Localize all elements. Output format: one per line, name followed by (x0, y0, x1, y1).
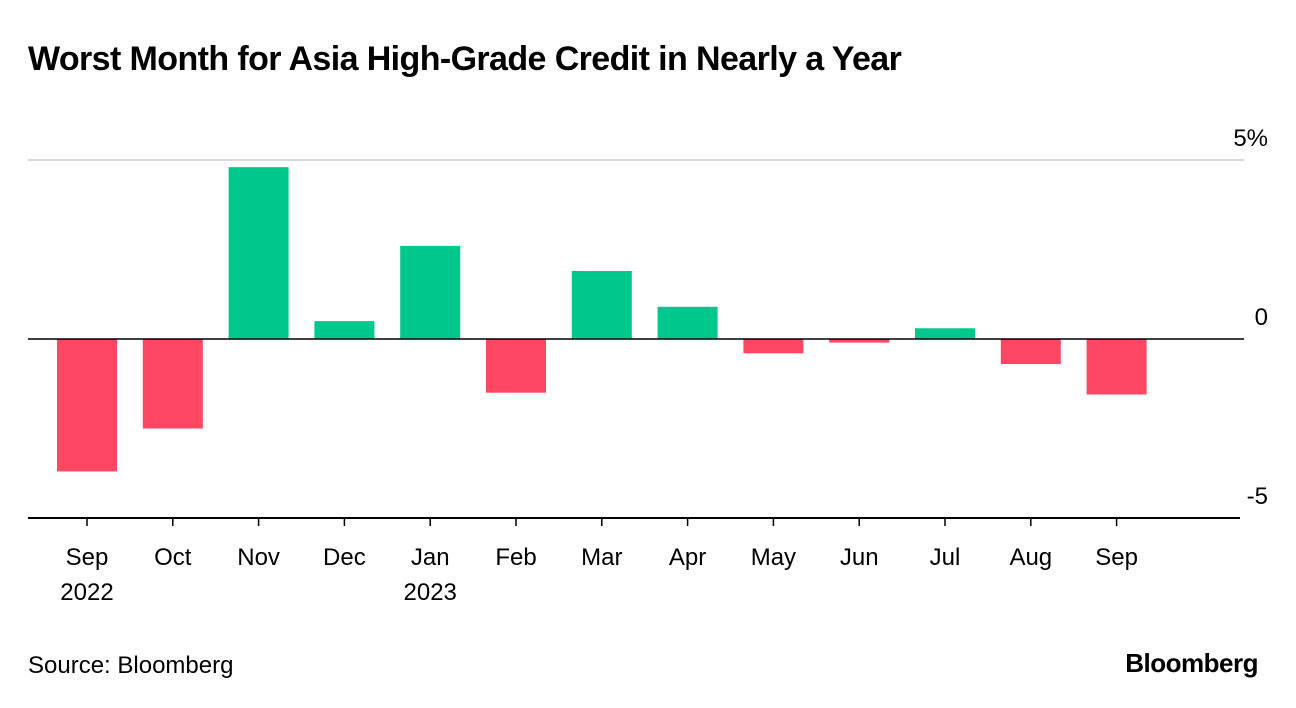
bar (829, 339, 890, 343)
x-tick-label: Oct (154, 544, 192, 571)
source-note: Source: Bloomberg (28, 652, 234, 679)
bar (400, 245, 461, 339)
x-year-label: 2022 (60, 579, 113, 606)
bar (314, 321, 375, 339)
x-tick-label: Jun (840, 544, 879, 571)
bar (743, 339, 804, 354)
x-year-label: 2023 (404, 579, 457, 606)
bloomberg-logo: Bloomberg (1125, 648, 1258, 678)
x-tick-label: Jul (930, 544, 961, 571)
bar (142, 339, 203, 429)
x-tick-label: Feb (495, 544, 536, 571)
bar (57, 339, 117, 472)
y-tick-label: -5 (1247, 483, 1268, 510)
y-tick-label: 0 (1255, 304, 1268, 331)
bar (228, 167, 289, 339)
x-tick-label: Nov (237, 544, 280, 571)
x-tick-label: May (751, 544, 796, 571)
bar (486, 339, 546, 393)
y-tick-label: 5% (1233, 125, 1268, 152)
bar (1000, 339, 1061, 365)
x-tick-label: Apr (669, 544, 706, 571)
bar (571, 270, 632, 339)
x-tick-label: Jan (411, 544, 450, 571)
bar (1086, 339, 1147, 395)
x-tick-label: Dec (323, 544, 366, 571)
x-tick-label: Mar (581, 544, 622, 571)
bar (657, 306, 718, 339)
x-tick-label: Aug (1009, 544, 1052, 571)
chart-title: Worst Month for Asia High-Grade Credit i… (28, 40, 902, 78)
x-tick-label: Sep (66, 544, 109, 571)
x-tick-label: Sep (1095, 544, 1138, 571)
bar (915, 328, 975, 339)
